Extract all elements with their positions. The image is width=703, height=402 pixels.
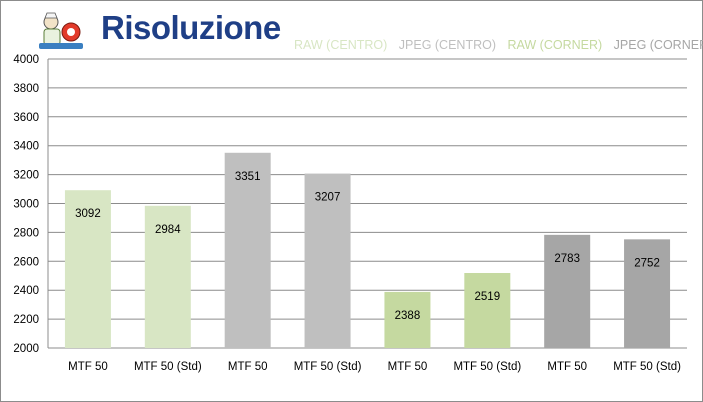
bar <box>384 291 431 348</box>
chart-legend: RAW (CENTRO) JPEG (CENTRO) RAW (CORNER) … <box>294 38 703 52</box>
data-label: 2519 <box>475 291 501 303</box>
y-tick-label: 3400 <box>13 141 39 153</box>
x-tick-label: MTF 50 <box>388 361 428 373</box>
data-label: 2752 <box>634 257 660 269</box>
legend-item-raw-corner: RAW (CORNER) <box>507 38 603 52</box>
x-tick-label: MTF 50 (Std) <box>613 361 681 373</box>
data-label: 3092 <box>75 208 101 220</box>
data-label: 2783 <box>554 253 580 265</box>
x-tick-label: MTF 50 (Std) <box>134 361 202 373</box>
y-tick-label: 3200 <box>13 170 39 182</box>
bar <box>304 173 351 348</box>
y-tick-label: 3600 <box>13 112 39 124</box>
bar <box>544 234 591 348</box>
y-tick-label: 4000 <box>13 54 39 66</box>
x-tick-label: MTF 50 (Std) <box>294 361 362 373</box>
bar <box>624 239 671 348</box>
data-label: 3351 <box>235 171 261 183</box>
mascot-logo-icon <box>39 12 83 49</box>
legend-item-jpeg-centro: JPEG (CENTRO) <box>398 38 496 52</box>
y-tick-label: 3800 <box>13 83 39 95</box>
y-tick-label: 2200 <box>13 314 39 326</box>
bar <box>464 273 511 348</box>
x-tick-label: MTF 50 <box>547 361 587 373</box>
data-label: 2984 <box>155 224 181 236</box>
bar <box>224 152 271 348</box>
y-tick-label: 3000 <box>13 199 39 211</box>
x-tick-label: MTF 50 (Std) <box>453 361 521 373</box>
y-tick-label: 2800 <box>13 227 39 239</box>
y-tick-label: 2600 <box>13 256 39 268</box>
data-label: 2388 <box>395 310 421 322</box>
x-tick-label: MTF 50 <box>68 361 108 373</box>
x-tick-label: MTF 50 <box>228 361 268 373</box>
legend-item-jpeg-corner: JPEG (CORNER) <box>613 38 703 52</box>
bar <box>144 205 191 348</box>
bar <box>64 190 111 348</box>
data-label: 3207 <box>315 192 341 204</box>
chart-title: Risoluzione <box>101 9 281 46</box>
y-tick-label: 2400 <box>13 285 39 297</box>
y-tick-label: 2000 <box>13 343 39 355</box>
legend-item-raw-centro: RAW (CENTRO) <box>294 38 388 52</box>
